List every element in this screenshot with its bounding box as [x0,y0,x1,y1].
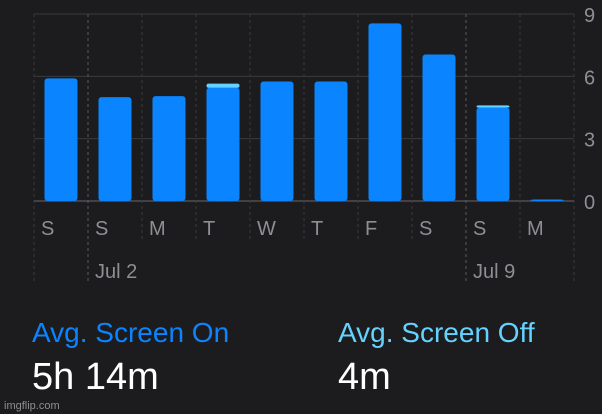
avg-screen-on-label: Avg. Screen On [32,317,230,348]
avg-screen-on-value: 5h 14m [32,356,159,398]
x-tick-label: M [149,218,166,240]
x-tick-label: S [419,218,432,240]
x-tick-label: S [473,218,486,240]
bar-screen-on [260,81,294,201]
screen-time-chart: 0 3 6 9 S S M T W T F S S M Jul 2 Jul 9 [33,5,595,284]
x-tick-label: T [203,218,215,240]
bar-screen-on [530,199,564,201]
y-tick-label: 6 [584,67,595,89]
bar-screen-on [368,23,402,201]
avg-screen-on: Avg. Screen On 5h 14m [32,314,229,402]
avg-screen-off-value: 4m [338,356,391,398]
avg-screen-off-label: Avg. Screen Off [338,317,535,348]
x-tick-label: M [527,218,544,240]
avg-screen-off: Avg. Screen Off 4m [338,314,535,402]
y-tick-label: 0 [584,192,595,214]
bar-screen-on [98,97,132,201]
bar-screen-on [44,78,78,201]
x-tick-label: W [257,218,276,240]
x-tick-label: S [95,218,108,240]
bar-screen-on [314,81,348,201]
date-label: Jul 2 [95,261,137,283]
date-label: Jul 9 [473,261,515,283]
y-tick-label: 3 [584,130,595,152]
bar-screen-off [476,105,510,108]
x-tick-label: S [41,218,54,240]
bar-screen-on [206,87,240,201]
bar-screen-on [422,54,456,202]
bar-screen-on [476,107,510,201]
x-tick-label: T [311,218,323,240]
watermark: imgflip.com [4,400,60,412]
y-tick-label: 9 [584,5,595,27]
bar-screen-off [206,83,240,88]
x-tick-label: F [365,218,377,240]
bar-screen-on [152,96,186,201]
